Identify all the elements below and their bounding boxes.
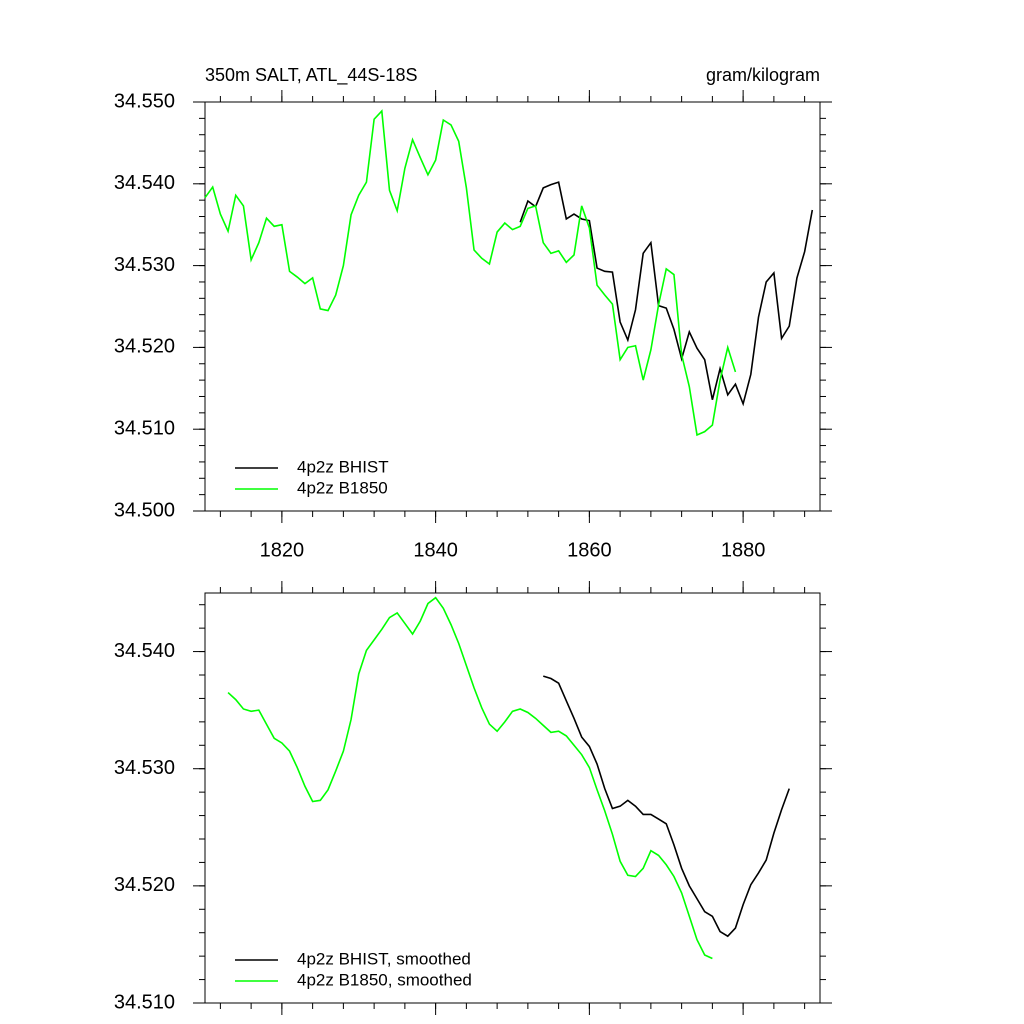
- legend-label: 4p2z BHIST: [297, 457, 389, 476]
- series-line: [543, 675, 791, 938]
- y-tick-label: 34.530: [114, 254, 175, 276]
- plot-frame: [204, 592, 821, 1004]
- y-tick-label: 34.550: [114, 90, 175, 112]
- x-tick-label: 1880: [721, 539, 766, 561]
- x-tick-label: 1860: [567, 539, 612, 561]
- y-tick-label: 34.520: [114, 336, 175, 358]
- legend-label: 4p2z BHIST, smoothed: [297, 949, 471, 968]
- y-tick-label: 34.530: [114, 757, 175, 779]
- y-tick-label: 34.540: [114, 172, 175, 194]
- chart-title: 350m SALT, ATL_44S-18S: [205, 65, 417, 86]
- y-tick-label: 34.500: [114, 499, 175, 521]
- y-tick-label: 34.510: [114, 991, 175, 1013]
- plot-frame: [204, 101, 821, 512]
- series-line: [204, 109, 737, 437]
- x-tick-label: 1840: [413, 539, 458, 561]
- units-label: gram/kilogram: [706, 65, 820, 85]
- legend-label: 4p2z B1850: [297, 478, 388, 497]
- y-tick-label: 34.540: [114, 640, 175, 662]
- y-tick-label: 34.520: [114, 874, 175, 896]
- legend-label: 4p2z B1850, smoothed: [297, 970, 472, 989]
- y-tick-label: 34.510: [114, 417, 175, 439]
- series-line: [519, 181, 814, 407]
- series-line: [227, 596, 713, 960]
- x-tick-label: 1820: [260, 539, 305, 561]
